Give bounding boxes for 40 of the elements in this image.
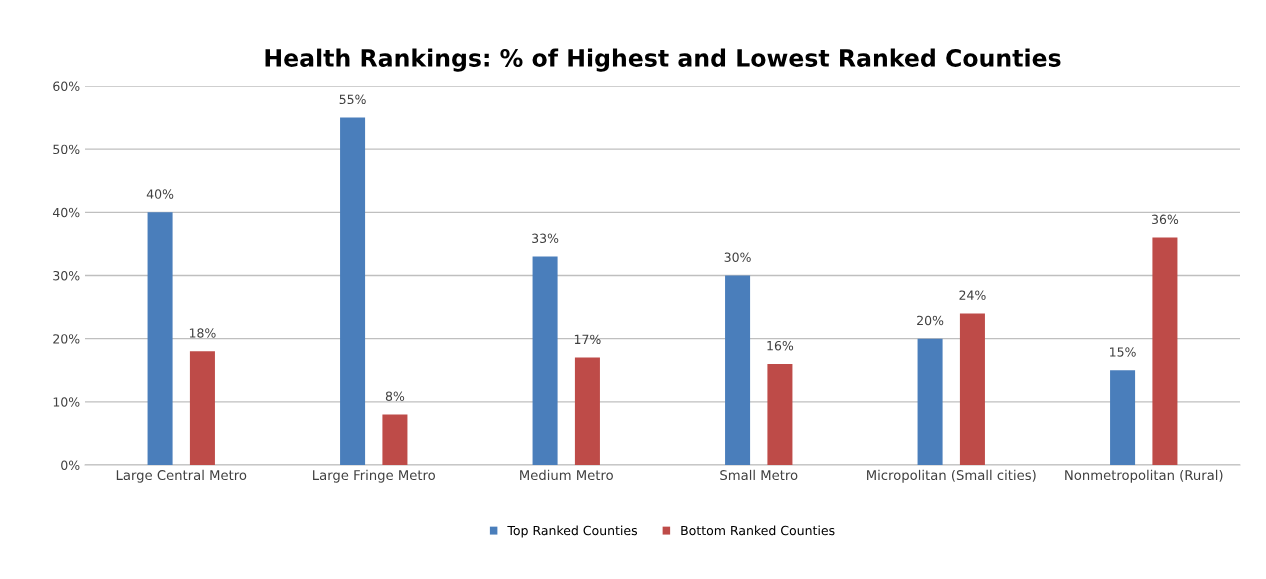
x-tick-label: Large Fringe Metro — [313, 469, 436, 483]
data-label: 40% — [146, 189, 174, 199]
legend-label: Bottom Ranked Counties — [681, 525, 835, 536]
bar — [147, 212, 173, 465]
bar — [917, 338, 943, 465]
bar — [1152, 237, 1178, 465]
bar — [340, 117, 366, 465]
bar — [767, 363, 793, 465]
y-tick-label: 30% — [53, 270, 80, 281]
data-label: 36% — [1151, 214, 1179, 225]
chart-title: Health Rankings: % of Highest and Lowest Ranked Counties — [265, 48, 1061, 72]
data-label: 15% — [1110, 347, 1136, 357]
data-label: 33% — [532, 233, 559, 244]
y-tick-label: 40% — [52, 207, 80, 218]
bar — [532, 256, 558, 465]
data-label: 24% — [959, 290, 986, 300]
y-tick-label: 0% — [61, 460, 80, 470]
x-tick-label: Nonmetropolitan (Rural) — [1065, 469, 1223, 483]
y-tick-label: 20% — [53, 334, 80, 344]
legend-label: Top Ranked Counties — [507, 525, 638, 538]
data-label: 55% — [339, 94, 366, 105]
bar — [382, 414, 408, 465]
data-label: 20% — [917, 315, 944, 326]
x-tick-label: Large Central Metro — [116, 469, 247, 483]
x-tick-label: Small Metro — [720, 469, 798, 481]
y-tick-label: 10% — [53, 397, 80, 407]
data-label: 8% — [385, 391, 405, 401]
bar — [959, 313, 985, 465]
data-label: 17% — [574, 334, 601, 345]
x-tick-label: Micropolitan (Small cities) — [867, 469, 1036, 483]
bar — [574, 357, 600, 465]
data-label: 16% — [767, 340, 794, 351]
bar — [725, 275, 751, 465]
data-label: 30% — [724, 252, 751, 262]
y-tick-label: 50% — [53, 144, 80, 155]
x-tick-label: Medium Metro — [520, 469, 613, 481]
y-tick-label: 60% — [53, 81, 80, 91]
bar — [189, 351, 215, 465]
bar — [1110, 370, 1136, 465]
data-label: 18% — [189, 328, 216, 338]
